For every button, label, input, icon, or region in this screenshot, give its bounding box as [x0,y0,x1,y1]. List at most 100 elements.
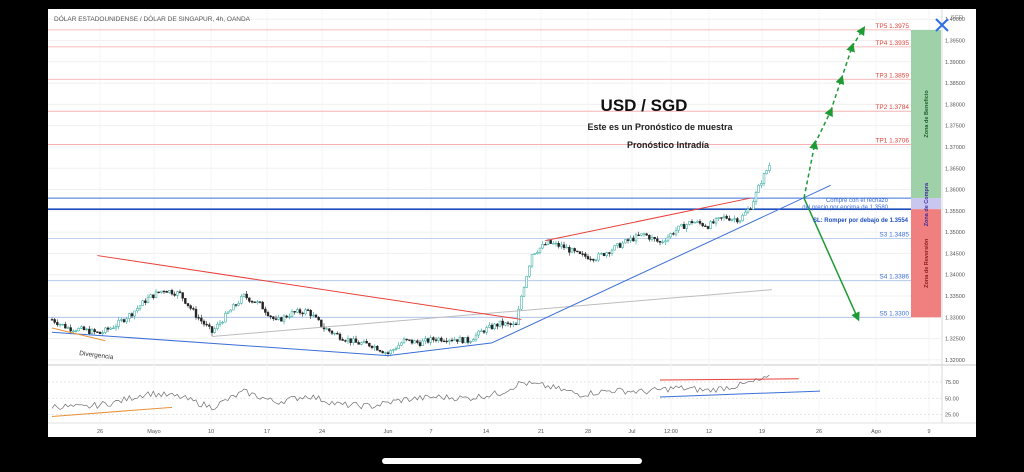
candle-body [469,340,472,343]
candle-body [213,328,216,333]
candle-body [453,339,456,341]
price-tick-label: 1.39500 [945,39,965,45]
candle-body [296,309,299,313]
candle-body [448,339,451,342]
candle-body [480,330,483,332]
candle-body [224,313,227,323]
candle-body [157,291,160,293]
candle-body [90,329,94,334]
rsi-tick-label: 75.00 [945,380,959,386]
candle-body [741,214,744,222]
candle-body [58,323,62,326]
candle-body [722,215,726,218]
candle-body [528,265,531,277]
candle-body [205,323,208,326]
candle-body [656,238,659,242]
candle-body [749,208,752,211]
reversal-zone [911,209,941,318]
candle-body [658,241,662,243]
candle-body [402,338,406,344]
zones: Zona de Beneficio Zona de Compra Zona de R… [911,29,941,318]
candle-body [752,201,755,210]
candle-body [688,221,691,225]
candle-body [568,246,571,253]
time-tick-label: 19 [759,429,765,435]
candle-body [440,337,443,342]
candle-body [442,340,446,343]
candle-body [392,349,395,351]
candle-body [589,258,592,261]
candle-body [186,303,190,306]
candle-body [602,253,606,256]
candle-body [240,296,243,304]
level-label: TP4 1.3935 [875,40,909,47]
close-icon[interactable] [935,18,949,32]
candle-body [472,339,475,342]
candle-body [197,317,200,319]
candle-body [277,317,280,320]
candle-body [514,323,518,326]
candle-body [357,342,360,345]
price-chart[interactable]: Zona de Beneficio Zona de Compra Zona de R… [48,9,976,437]
currency-tag: SGD [951,15,963,21]
home-indicator[interactable] [382,458,642,464]
candle-body [669,233,672,238]
chart-title: USD / SGD [601,96,688,115]
candle-body [226,311,230,314]
candle-body [408,339,411,341]
candle-body [314,314,318,318]
candle-body [210,326,214,333]
candle-body [218,322,222,325]
candle-body [400,342,403,346]
time-tick-label: 28 [585,429,591,435]
candle-body [517,308,520,325]
candle-body [93,329,96,332]
candle-body [293,311,296,313]
candle-body [96,331,99,333]
candle-body [234,304,238,306]
candle-body [256,301,259,303]
time-tick-label: Jun [384,429,393,435]
candle-body [88,328,91,334]
candle-body [530,254,534,267]
candle-body [250,301,254,303]
candle-body [405,338,408,341]
candle-body [64,323,67,329]
rsi-pane: 75.00 50.00 25.00 [48,374,959,419]
candle-body [290,311,294,317]
candle-body [512,323,515,326]
time-tick-label: 26 [816,429,822,435]
candle-body [109,327,112,330]
candle-body [386,352,390,354]
candle-body [365,340,368,344]
candle-body [72,330,75,332]
candle-body [160,290,163,293]
time-tick-label: 12:00 [664,429,678,435]
candle-body [765,170,768,175]
candle-body [178,291,182,293]
candle-body [666,236,670,242]
candle-body [114,326,118,329]
profit-zone-label: Zona de Beneficio [924,90,930,138]
forecast-up-arrow [829,74,845,112]
candle-body [200,317,203,322]
candle-body [122,319,126,323]
candle-body [136,308,139,312]
candle-body [341,339,344,341]
price-tick-label: 1.33000 [945,315,965,321]
candle-body [546,240,550,245]
candle-body [146,296,150,303]
level-label: S5 1.3300 [879,310,909,317]
time-tick-label: 26 [97,429,103,435]
candle-body [128,313,131,319]
candle-body [672,233,675,235]
level-label: TP2 1.3784 [875,104,909,111]
candle-body [496,323,499,327]
candle-body [554,242,558,245]
candle-body [416,340,419,343]
candle-body [648,235,651,240]
candle-body [450,339,454,342]
candle-body [216,324,219,329]
candle-body [466,337,470,343]
candle-body [762,173,766,184]
